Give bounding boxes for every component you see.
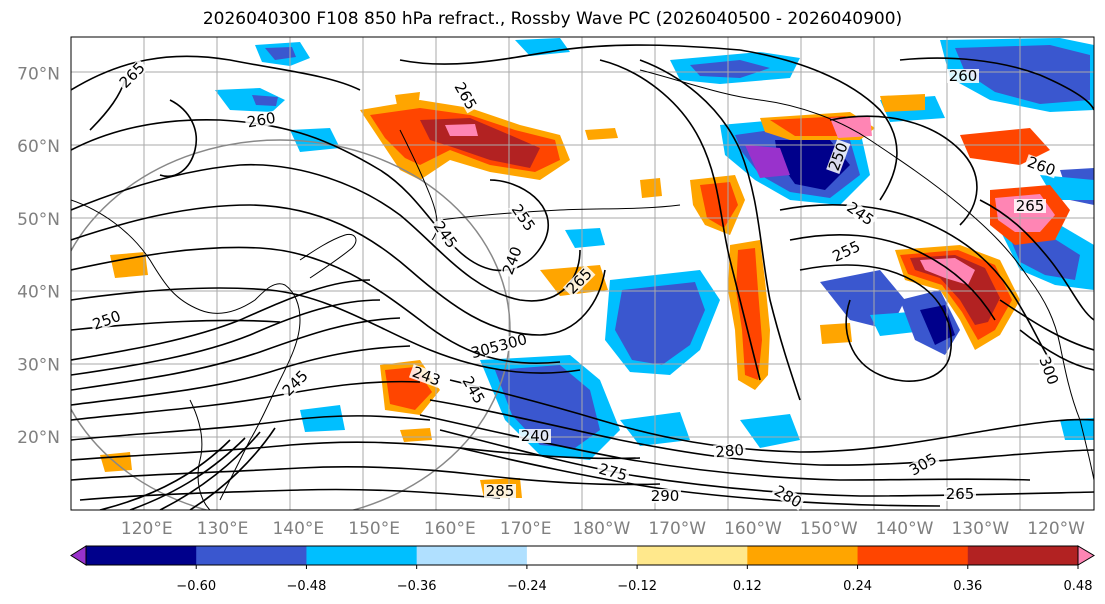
pos-shade (960, 128, 1050, 165)
neg-shade (745, 145, 790, 178)
longitude-label: 170°E (500, 519, 552, 539)
contour-label: 260 (244, 109, 279, 132)
neg-shade (740, 414, 800, 448)
longitude-label: 130°W (951, 519, 1009, 539)
neg-shade (300, 405, 345, 432)
colorbar-tick-label: 0.36 (953, 579, 982, 594)
neg-shade (955, 45, 1090, 104)
longitude-label: 130°E (197, 519, 249, 539)
colorbar (70, 545, 1095, 566)
pos-shade (400, 428, 432, 442)
asia-coast (71, 199, 301, 501)
map-title: 2026040300 F108 850 hPa refract., Rossby… (202, 9, 903, 29)
longitude-label: 150°E (348, 519, 400, 539)
longitude-label: 160°W (724, 519, 782, 539)
colorbar-bin (637, 546, 748, 565)
colorbar-bin (306, 546, 418, 565)
na-coast (1029, 279, 1094, 481)
colorbar-tick-label: −0.48 (287, 579, 327, 594)
longitude-label: 170°W (648, 519, 706, 539)
pos-shade (880, 94, 925, 112)
colorbar-tick-label: −0.36 (397, 579, 437, 594)
longitude-label: 140°W (876, 519, 934, 539)
pos-shade (830, 116, 872, 138)
philippines (189, 399, 211, 510)
neg-shade (515, 38, 570, 56)
pos-shade (445, 124, 478, 136)
pos-shade (640, 178, 662, 198)
colorbar-ticks: −0.60 −0.48 −0.36 −0.24 −0.12 0.12 0.24 0.36 0.4… (176, 565, 1093, 594)
neg-shade (565, 228, 605, 248)
longitude-label: 140°E (272, 519, 324, 539)
colorbar-bin (747, 546, 859, 565)
colorbar-bin (86, 546, 197, 565)
svg-text:280: 280 (715, 441, 745, 461)
latitude-label: 20°N (17, 428, 60, 448)
pos-shade (395, 92, 420, 110)
svg-text:265: 265 (946, 485, 975, 503)
colorbar-bin (967, 546, 1079, 565)
latitude-label: 50°N (17, 210, 60, 230)
latitude-label: 70°N (17, 64, 60, 84)
neg-shade (265, 47, 296, 60)
neg-shade (252, 95, 278, 106)
colorbar-tick-label: −0.24 (507, 579, 547, 594)
colorbar-bin (416, 546, 528, 565)
coastlines (71, 69, 1094, 510)
svg-text:260: 260 (949, 67, 978, 85)
colorbar-tick-label: −0.12 (617, 579, 657, 594)
pos-shade (110, 252, 148, 278)
shading-layer (100, 38, 1094, 498)
colorbar-tick-label: 0.12 (733, 579, 762, 594)
neg-shade (775, 140, 850, 190)
pos-shade (100, 452, 132, 472)
longitude-label: 180°W (573, 519, 631, 539)
colorbar-bin (526, 546, 638, 565)
contour-label: 285 (484, 482, 516, 500)
contour-label: 290 (649, 487, 681, 505)
longitude-label: 160°E (424, 519, 476, 539)
neg-shade (215, 88, 285, 112)
colorbar-tick-label: 0.48 (1064, 579, 1093, 594)
neg-shade (690, 60, 770, 78)
contour-label: 265 (1014, 197, 1046, 215)
longitude-label: 120°W (1027, 519, 1085, 539)
svg-text:265: 265 (1016, 197, 1045, 215)
colorbar-extend-high (1077, 545, 1095, 566)
latitude-label: 30°N (17, 355, 60, 375)
pos-shade (820, 323, 852, 344)
longitude-label: 150°W (800, 519, 858, 539)
neg-shade (495, 365, 600, 448)
svg-text:260: 260 (246, 109, 277, 132)
pos-shade (736, 248, 762, 380)
neg-shade (870, 312, 915, 336)
longitude-labels: 120°E 130°E 140°E 150°E 160°E 170°E 180°W 170°W… (121, 519, 1085, 539)
map-border (70, 36, 1095, 511)
longitude-label: 120°E (121, 519, 173, 539)
aleutians (439, 204, 681, 221)
colorbar-bin (196, 546, 307, 565)
svg-text:290: 290 (651, 487, 680, 505)
latitude-labels: 20°N 30°N 40°N 50°N 60°N 70°N (17, 64, 60, 448)
colorbar-tick-label: 0.24 (843, 579, 872, 594)
neg-shade (1010, 236, 1080, 280)
pos-shade (585, 128, 618, 140)
colorbar-extend-low (70, 545, 87, 566)
contour-label: 260 (947, 67, 979, 85)
region-circle (71, 139, 511, 510)
svg-text:285: 285 (486, 482, 515, 500)
neg-shade (615, 282, 705, 365)
neg-shade (1060, 418, 1094, 440)
contour-label: 265 (944, 485, 976, 503)
colorbar-tick-label: −0.60 (176, 579, 216, 594)
japan (299, 233, 357, 279)
latitude-label: 60°N (17, 137, 60, 157)
svg-text:240: 240 (521, 427, 550, 445)
latitude-label: 40°N (17, 283, 60, 303)
colorbar-bin (857, 546, 969, 565)
contour-label: 240 (519, 427, 551, 445)
contour-label: 280 (713, 441, 747, 461)
alaska (639, 69, 1031, 281)
